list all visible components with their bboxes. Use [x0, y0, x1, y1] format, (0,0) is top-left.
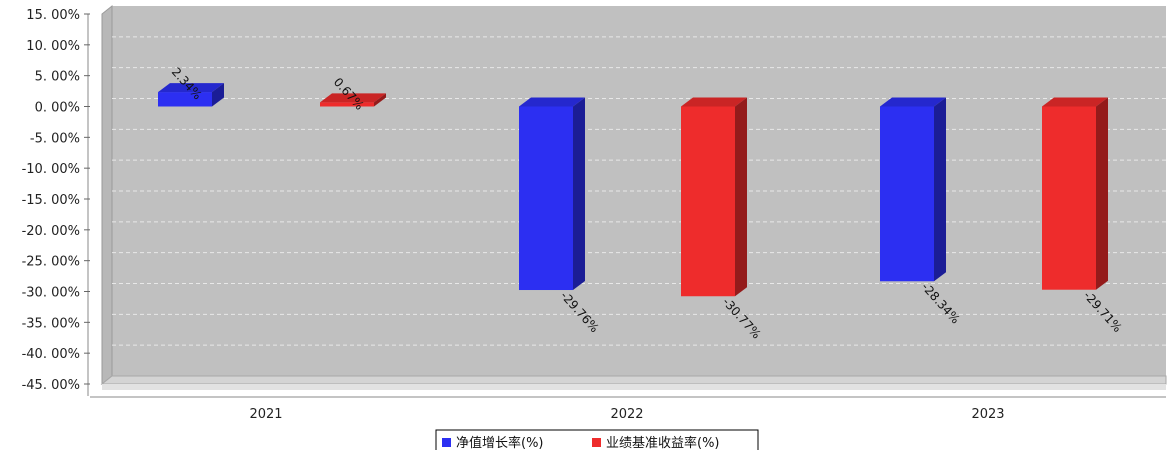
- y-tick-label: -30. 00%: [22, 286, 80, 301]
- y-tick-label: -15. 00%: [22, 193, 80, 208]
- x-axis: 2021 2022 2023: [249, 407, 1004, 422]
- bar-top-face: [158, 83, 224, 93]
- bar-side-face: [573, 97, 585, 291]
- y-tick-label: -35. 00%: [22, 316, 80, 331]
- y-tick-label: -20. 00%: [22, 224, 80, 239]
- legend-label: 净值增长率(%): [456, 435, 544, 450]
- gridlines: [112, 36, 1166, 346]
- bar-side-face: [934, 97, 946, 282]
- bar: [519, 106, 573, 291]
- bar: [681, 106, 735, 297]
- legend: 净值增长率(%) 业绩基准收益率(%): [435, 429, 759, 450]
- y-tick-label: -40. 00%: [22, 347, 80, 362]
- y-tick-label: -10. 00%: [22, 162, 80, 177]
- plot-floor: [100, 375, 1167, 385]
- bar: [158, 92, 212, 107]
- bar-side-face: [374, 93, 386, 107]
- bar-top-face: [519, 97, 585, 107]
- bar-top-face: [681, 97, 747, 107]
- legend-swatch: [442, 438, 451, 447]
- bars: [158, 83, 1108, 297]
- bar: [1042, 106, 1096, 290]
- bar-side-face: [212, 83, 224, 107]
- y-tick-label: -25. 00%: [22, 255, 80, 270]
- y-tick-label: 0. 00%: [35, 101, 80, 116]
- bar: [320, 102, 374, 107]
- y-tick-label: 5. 00%: [35, 70, 80, 85]
- x-tick-label: 2023: [971, 407, 1004, 422]
- y-tick-label: 15. 00%: [26, 8, 80, 23]
- plot-area: [90, 4, 1167, 398]
- bar-side-face: [1096, 97, 1108, 290]
- bar-top-face: [320, 93, 386, 103]
- plot-background: [102, 6, 1166, 384]
- legend-swatch: [592, 438, 601, 447]
- y-tick-label: -45. 00%: [22, 378, 80, 393]
- bar-side-face: [735, 97, 747, 297]
- legend-label: 业绩基准收益率(%): [606, 435, 720, 450]
- bar-top-face: [1042, 97, 1108, 107]
- x-tick-label: 2022: [610, 407, 643, 422]
- y-axis: 15. 00% 10. 00% 5. 00% 0. 00% -5. 00% -10. 00…: [22, 8, 90, 396]
- bar-top-face: [880, 97, 946, 107]
- x-tick-label: 2021: [249, 407, 282, 422]
- plot-floor-edge: [102, 384, 1166, 390]
- bar: [880, 106, 934, 282]
- y-tick-label: -5. 00%: [30, 131, 80, 146]
- plot-left-wall: [101, 4, 113, 386]
- y-tick-label: 10. 00%: [26, 39, 80, 54]
